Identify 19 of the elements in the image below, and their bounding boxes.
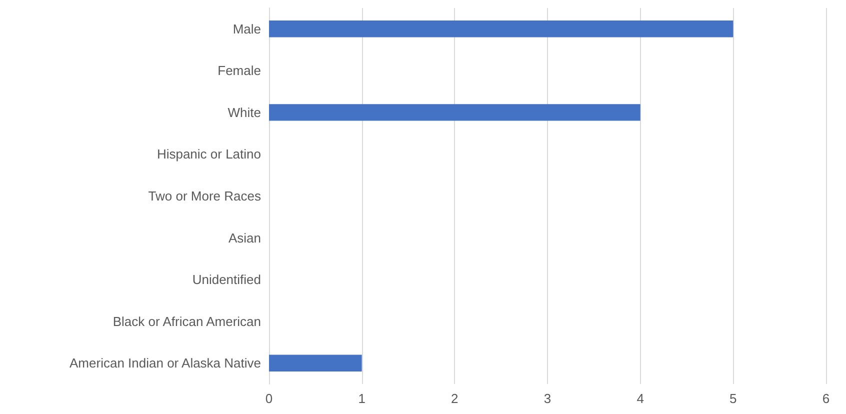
bar xyxy=(269,104,640,121)
x-tick-label: 3 xyxy=(544,391,552,406)
x-tick-label: 5 xyxy=(730,391,737,406)
x-tick-label: 0 xyxy=(265,391,273,406)
x-tick-label: 6 xyxy=(822,391,830,406)
x-tick-label: 2 xyxy=(451,391,458,406)
y-tick-label: Two or More Races xyxy=(148,188,262,204)
y-tick-label: Male xyxy=(232,21,261,36)
y-tick-label: Unidentified xyxy=(192,272,261,288)
bar xyxy=(269,20,734,38)
y-tick-label: Black or African American xyxy=(112,314,261,329)
y-tick-label: Hispanic or Latino xyxy=(156,146,261,162)
y-tick-label: White xyxy=(228,104,261,120)
x-tick-label: 1 xyxy=(358,391,366,406)
bar xyxy=(269,354,362,372)
y-tick-label: Asian xyxy=(228,230,261,246)
y-tick-label: American Indian or Alaska Native xyxy=(70,356,261,371)
y-tick-label: Female xyxy=(218,63,261,78)
x-tick-label: 4 xyxy=(636,391,644,406)
